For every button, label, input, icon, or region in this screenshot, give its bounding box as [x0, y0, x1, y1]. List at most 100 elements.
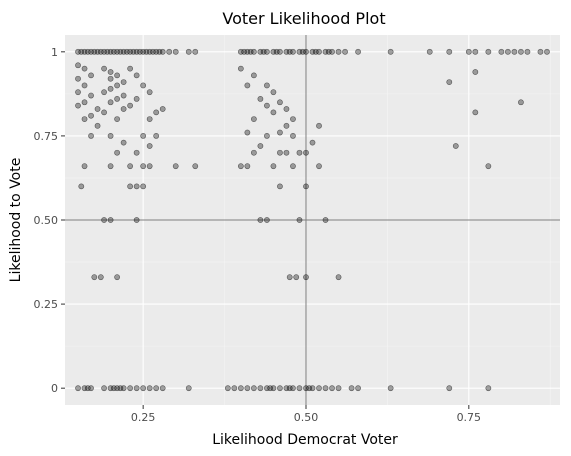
data-point	[146, 116, 153, 122]
data-point	[257, 143, 264, 149]
data-point	[91, 48, 98, 55]
data-point	[153, 385, 160, 392]
data-point	[303, 48, 309, 55]
data-point	[94, 48, 101, 55]
data-point	[309, 48, 316, 55]
data-point	[244, 163, 251, 170]
data-point	[286, 385, 293, 392]
data-point	[277, 129, 283, 136]
data-point	[250, 116, 257, 122]
data-point	[97, 274, 104, 281]
y-tick-label: 1	[51, 46, 58, 59]
chart-title: Voter Likelihood Plot	[222, 9, 385, 28]
y-axis-ticks: 0 0.25 0.50 0.75 1	[34, 46, 65, 395]
data-point	[137, 48, 143, 55]
data-point	[264, 133, 270, 139]
data-point	[140, 82, 147, 89]
data-point	[303, 274, 309, 281]
data-point	[518, 48, 524, 55]
data-point	[342, 48, 348, 55]
data-point	[244, 82, 251, 89]
data-point	[133, 217, 140, 223]
data-point	[544, 48, 550, 55]
data-point	[264, 385, 270, 392]
data-point	[283, 106, 290, 112]
data-point	[277, 183, 283, 190]
data-point	[231, 385, 238, 392]
data-point	[316, 122, 322, 129]
data-point	[78, 48, 85, 55]
data-point	[75, 102, 81, 109]
data-point	[290, 385, 296, 392]
data-point	[237, 163, 244, 170]
data-point	[104, 48, 111, 55]
data-point	[107, 85, 114, 92]
data-point	[329, 48, 335, 55]
data-point	[127, 48, 134, 55]
data-point	[192, 48, 199, 55]
data-point	[296, 385, 303, 392]
data-point	[485, 163, 492, 170]
data-point	[81, 65, 88, 72]
data-point	[446, 385, 453, 392]
data-point	[277, 149, 283, 156]
data-point	[237, 65, 244, 72]
data-point	[123, 48, 130, 55]
data-point	[303, 183, 309, 190]
data-point	[270, 48, 277, 55]
data-point	[277, 99, 283, 106]
data-point	[120, 385, 127, 392]
data-point	[224, 385, 231, 392]
data-point	[110, 385, 117, 392]
data-point	[97, 48, 104, 55]
data-point	[270, 89, 277, 96]
data-point	[244, 48, 251, 55]
data-point	[325, 48, 332, 55]
data-point	[316, 385, 322, 392]
data-point	[264, 102, 270, 109]
data-point	[107, 217, 114, 223]
x-axis-title: Likelihood Democrat Voter	[212, 432, 398, 448]
data-point	[387, 385, 394, 392]
data-point	[94, 122, 101, 129]
data-point	[75, 48, 81, 55]
data-point	[159, 385, 166, 392]
data-point	[290, 116, 296, 122]
data-point	[130, 48, 137, 55]
data-point	[355, 385, 361, 392]
y-tick-label: 0.50	[34, 214, 59, 227]
data-point	[110, 48, 117, 55]
data-point	[237, 385, 244, 392]
data-point	[264, 217, 270, 223]
data-point	[146, 163, 153, 170]
data-point	[153, 48, 160, 55]
data-point	[335, 274, 342, 281]
data-point	[75, 385, 81, 392]
data-point	[127, 385, 134, 392]
data-point	[120, 139, 127, 146]
data-point	[146, 143, 153, 149]
data-point	[150, 48, 156, 55]
data-point	[84, 48, 91, 55]
data-point	[309, 139, 316, 146]
data-point	[290, 163, 296, 170]
data-point	[81, 99, 88, 106]
data-point	[286, 274, 293, 281]
data-point	[107, 99, 114, 106]
data-point	[81, 385, 88, 392]
data-point	[88, 385, 94, 392]
data-point	[81, 163, 88, 170]
data-point	[133, 149, 140, 156]
data-point	[101, 109, 107, 116]
data-point	[75, 75, 81, 82]
data-point	[303, 149, 309, 156]
data-point	[114, 274, 121, 281]
data-point	[172, 163, 179, 170]
data-point	[140, 183, 147, 190]
data-point	[237, 48, 244, 55]
data-point	[250, 48, 257, 55]
data-point	[153, 109, 160, 116]
data-point	[387, 48, 394, 55]
data-point	[504, 48, 511, 55]
data-point	[75, 89, 81, 96]
